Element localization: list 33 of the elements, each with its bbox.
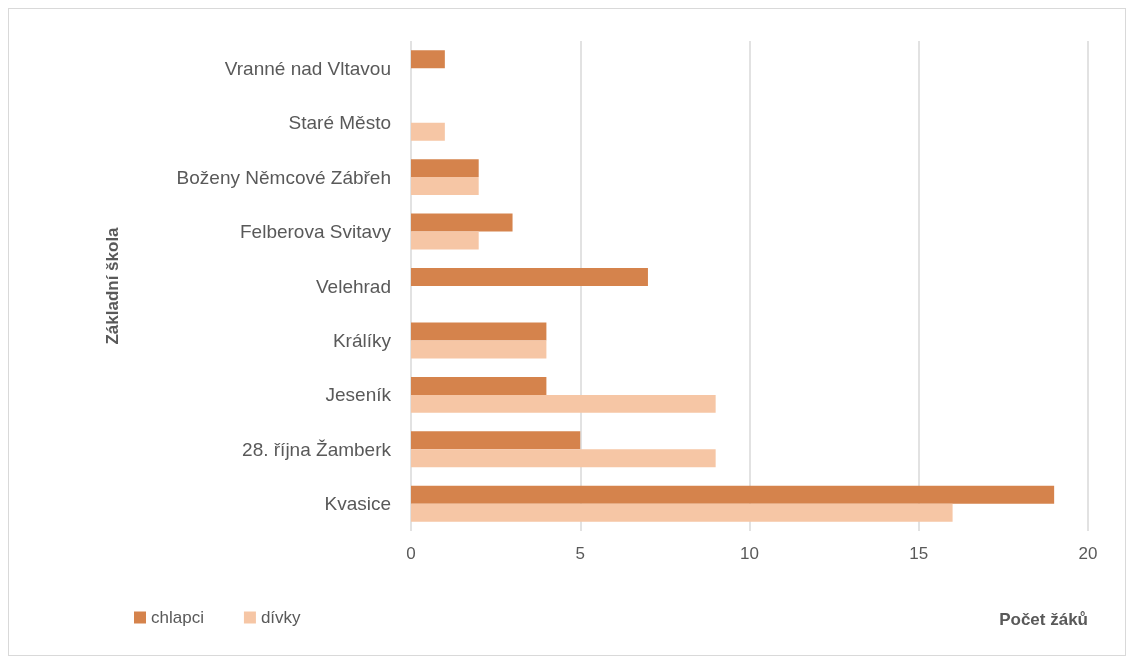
bar — [411, 394, 716, 413]
bar — [411, 50, 445, 69]
y-tick-label: Felberova Svitavy — [239, 221, 392, 243]
bar — [411, 122, 445, 141]
y-tick-label: Velehrad — [315, 275, 391, 297]
y-tick-label: 28. října Žamberk — [242, 438, 392, 460]
y-tick-label: Jeseník — [325, 384, 392, 406]
x-tick-label: 5 — [575, 544, 585, 563]
y-tick-label: Vranné nad Vltavou — [224, 57, 391, 79]
y-tick-label: Kvasice — [324, 493, 391, 515]
x-tick-label: 10 — [740, 544, 759, 563]
bar — [411, 449, 716, 468]
legend-label: chlapci — [151, 608, 204, 627]
bar — [411, 322, 547, 341]
y-tick-label: Boženy Němcové Zábřeh — [176, 166, 391, 188]
bar — [411, 231, 479, 250]
bar — [411, 213, 513, 232]
bar — [411, 268, 648, 286]
bar — [411, 177, 479, 196]
bar — [411, 376, 547, 395]
x-tick-label: 15 — [909, 544, 929, 563]
x-tick-label: 20 — [1078, 544, 1098, 563]
bar — [411, 340, 547, 359]
bar — [411, 431, 581, 450]
y-tick-label: Králíky — [332, 329, 392, 351]
bar — [411, 485, 1055, 504]
y-tick-label: Staré Město — [288, 112, 391, 134]
bar — [411, 159, 479, 178]
legend-label: dívky — [260, 608, 302, 627]
x-axis-title: Počet žáků — [999, 610, 1088, 629]
y-axis-title: Základní škola — [103, 226, 122, 345]
x-tick-label: 0 — [406, 544, 416, 563]
bar — [411, 503, 953, 522]
